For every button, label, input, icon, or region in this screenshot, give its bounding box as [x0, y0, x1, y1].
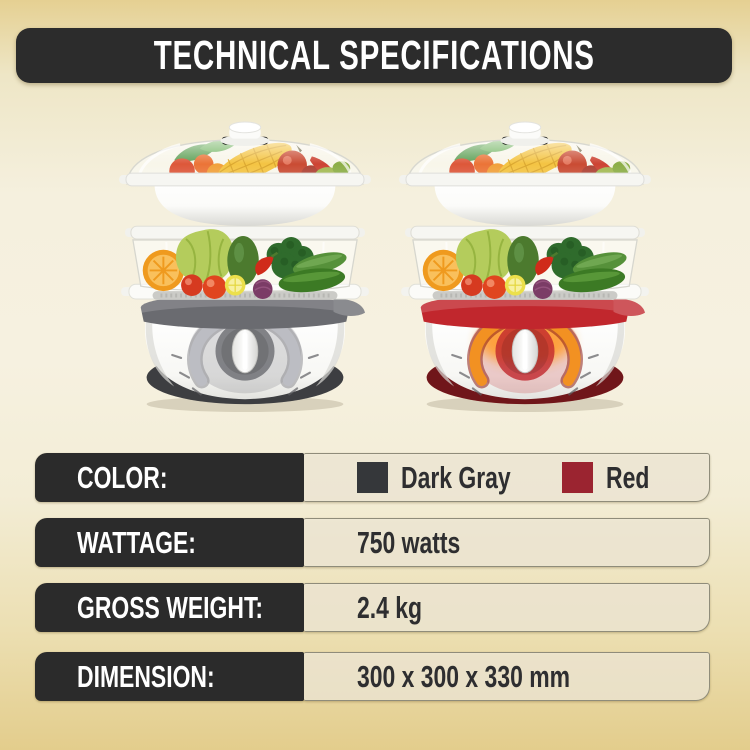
- spec-value: 300 x 300 x 330 mm: [304, 652, 710, 701]
- spec-label: WATTAGE:: [35, 518, 304, 567]
- color-option-label: Dark Gray: [401, 459, 511, 495]
- spec-label: COLOR:: [35, 453, 304, 502]
- spec-value: Dark Gray Red: [304, 453, 710, 502]
- page-title: TECHNICAL SPECIFICATIONS: [153, 32, 595, 78]
- spec-value: 2.4 kg: [304, 583, 710, 632]
- spec-value-text: 300 x 300 x 330 mm: [357, 658, 571, 694]
- color-swatch-red: [562, 462, 594, 493]
- spec-value: 750 watts: [304, 518, 710, 567]
- color-option-label: Red: [606, 459, 650, 495]
- header-banner: TECHNICAL SPECIFICATIONS: [16, 28, 732, 83]
- spec-label: DIMENSION:: [35, 652, 304, 701]
- spec-label-text: DIMENSION:: [77, 658, 215, 694]
- spec-row-dimension: DIMENSION: 300 x 300 x 330 mm: [35, 652, 710, 701]
- spec-row-wattage: WATTAGE: 750 watts: [35, 518, 710, 567]
- spec-row-color: COLOR: Dark Gray Red: [35, 453, 710, 502]
- product-image-dark-gray: [117, 119, 373, 414]
- spec-label: GROSS WEIGHT:: [35, 583, 304, 632]
- spec-value-text: 2.4 kg: [357, 589, 423, 625]
- spec-row-gross-weight: GROSS WEIGHT: 2.4 kg: [35, 583, 710, 632]
- spec-value-text: 750 watts: [357, 524, 461, 560]
- steamer-red: [397, 119, 653, 414]
- spec-label-text: WATTAGE:: [77, 524, 196, 560]
- steamer-dark-gray: [117, 119, 373, 414]
- product-image-red: [397, 119, 653, 414]
- color-swatch-dark-gray: [357, 462, 388, 493]
- spec-label-text: COLOR:: [77, 459, 168, 495]
- spec-label-text: GROSS WEIGHT:: [77, 589, 264, 625]
